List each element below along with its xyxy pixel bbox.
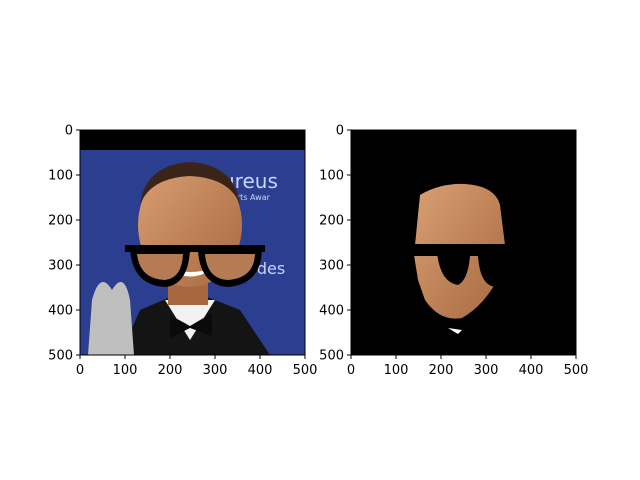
eyeglass-lenses xyxy=(137,254,255,280)
left-image-panel: ureus orts Awar rcedes xyxy=(80,130,305,355)
hair xyxy=(140,162,240,205)
right-xtick-label: 0 xyxy=(347,363,355,378)
left-xtick-label: 300 xyxy=(203,363,228,378)
right-ytick-label: 100 xyxy=(319,169,344,184)
left-ytick-label: 500 xyxy=(48,349,73,364)
left-ytick-label: 200 xyxy=(48,214,73,229)
backdrop-text-mid: orts Awar xyxy=(232,193,271,202)
left-axes-frame xyxy=(79,129,306,356)
left-xtick-label: 200 xyxy=(158,363,183,378)
right-ytick-label: 500 xyxy=(319,349,344,364)
right-ytick-label: 400 xyxy=(319,304,344,319)
right-xtick-label: 100 xyxy=(384,363,409,378)
right-ytick-label: 0 xyxy=(336,124,344,139)
left-xtick-label: 100 xyxy=(113,363,138,378)
right-xtick-label: 300 xyxy=(474,363,499,378)
left-xtick-label: 400 xyxy=(248,363,273,378)
trophy xyxy=(88,282,134,355)
left-ytick-label: 300 xyxy=(48,259,73,274)
right-ytick-label: 200 xyxy=(319,214,344,229)
left-xtick-label: 0 xyxy=(76,363,84,378)
left-ytick-label: 0 xyxy=(65,124,73,139)
right-ytick-label: 300 xyxy=(319,259,344,274)
right-xtick-label: 500 xyxy=(564,363,589,378)
right-image-panel xyxy=(351,130,576,355)
segmented-glasses-hole xyxy=(414,244,505,287)
left-ytick-label: 400 xyxy=(48,304,73,319)
left-xtick-label: 500 xyxy=(293,363,318,378)
right-axes-frame xyxy=(350,129,577,356)
right-xtick-label: 200 xyxy=(429,363,454,378)
mask-speck xyxy=(448,328,462,334)
left-ytick-label: 100 xyxy=(48,169,73,184)
right-xtick-label: 400 xyxy=(519,363,544,378)
bow-tie xyxy=(170,313,212,338)
shirt xyxy=(165,300,215,340)
